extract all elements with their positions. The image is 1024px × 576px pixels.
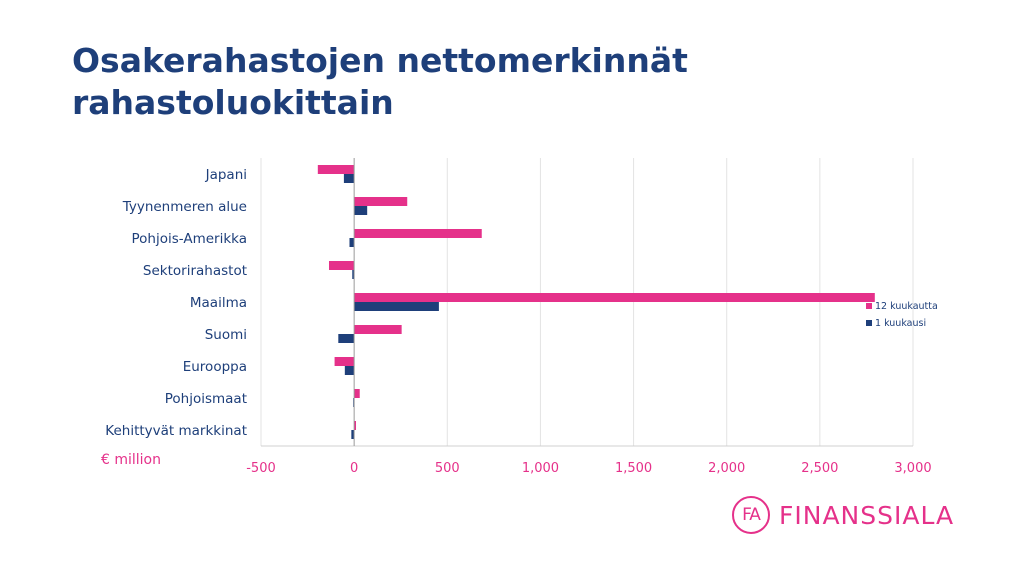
x-tick-label-4: 1,500 [615,461,652,476]
finanssiala-logo: FA FINANSSIALA [732,490,954,540]
x-tick-label-0: -500 [246,461,276,476]
bar-one-month-1 [354,206,368,215]
category-label-5: Suomi [205,327,247,343]
category-label-8: Kehittyvät markkinat [105,423,247,439]
category-label-7: Pohjoismaat [165,391,247,407]
legend-label-0: 12 kuukautta [875,301,938,312]
x-tick-label-7: 3,000 [894,461,931,476]
legend-swatch-1 [866,320,872,326]
page-title: Osakerahastojen nettomerkinnät rahastolu… [72,40,872,124]
bar-one-month-0 [343,174,355,183]
legend-label-1: 1 kuukausi [875,318,926,329]
logo-mark-icon: FA [732,496,770,534]
bar-twelve-month-2 [354,229,482,238]
bar-twelve-month-4 [354,293,875,302]
bar-twelve-month-5 [354,325,402,334]
x-tick-label-1: 0 [350,461,358,476]
unit-label: € million [101,452,161,468]
bar-twelve-month-1 [354,197,408,206]
title-line-2: rahastoluokittain [72,83,394,122]
bar-twelve-month-0 [317,165,355,174]
bar-one-month-5 [338,334,355,343]
bar-one-month-6 [344,366,355,375]
category-label-3: Sektorirahastot [143,263,247,279]
category-label-0: Japani [205,167,247,183]
category-label-4: Maailma [190,295,247,311]
bar-twelve-month-6 [334,357,355,366]
legend-swatch-0 [866,303,872,309]
bar-one-month-4 [354,302,439,311]
bar-one-month-8 [351,430,355,439]
bar-one-month-2 [349,238,355,247]
bar-one-month-3 [352,270,355,279]
x-tick-label-3: 1,000 [522,461,559,476]
x-tick-label-5: 2,000 [708,461,745,476]
title-line-1: Osakerahastojen nettomerkinnät [72,41,688,80]
category-label-2: Pohjois-Amerikka [131,231,247,247]
x-tick-label-6: 2,500 [801,461,838,476]
bar-twelve-month-7 [354,389,360,398]
category-label-1: Tyynenmeren alue [122,199,247,215]
bar-twelve-month-8 [354,421,357,430]
category-label-6: Eurooppa [183,359,247,375]
logo-text: FINANSSIALA [779,500,955,530]
x-tick-label-2: 500 [435,461,460,476]
bar-twelve-month-3 [328,261,355,270]
